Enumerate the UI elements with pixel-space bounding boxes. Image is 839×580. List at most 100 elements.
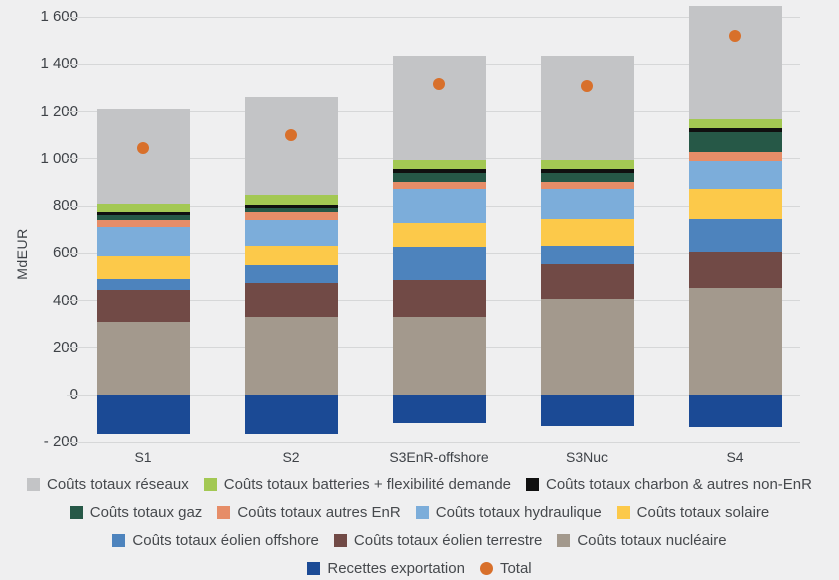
legend-swatch-icon (526, 477, 539, 491)
bar-segment-S3EnR-offshore (392, 169, 486, 173)
bar-segment-S1 (96, 203, 190, 212)
legend-swatch-icon (616, 505, 630, 519)
bar-segment-S4 (688, 287, 782, 395)
legend-label: Coûts totaux éolien terrestre (353, 531, 543, 549)
y-tick-label: 800 (52, 197, 78, 214)
y-tick-label: 400 (52, 291, 78, 309)
legend-row: Coûts totaux réseaux Coûts totaux batteri… (0, 470, 839, 498)
legend-item: Coûts totaux gaz (69, 503, 203, 521)
bar-segment-S4 (688, 218, 782, 253)
legend-label: Coûts totaux gaz (89, 503, 203, 521)
legend-label: Coûts totaux réseaux (47, 475, 189, 493)
legend-item: Coûts totaux solaire (616, 503, 770, 521)
legend-label: Coûts totaux éolien offshore (132, 531, 319, 549)
y-tick-label: 1 000 (40, 149, 78, 167)
bar-segment-S4 (688, 189, 782, 219)
bar-segment-S1 (96, 321, 190, 395)
y-tick-label: 600 (52, 244, 78, 262)
bar-segment-S2 (244, 211, 338, 221)
plot-area (67, 0, 800, 444)
bar-segment-S4 (688, 161, 782, 190)
bar-segment-S3EnR-offshore (392, 317, 486, 395)
x-tick-label-S4: S4 (726, 449, 744, 465)
y-tick-label: 1 400 (40, 55, 78, 73)
bar-segment-S1 (96, 279, 190, 290)
x-tick-label-S1: S1 (134, 449, 152, 465)
legend-swatch-icon (112, 533, 126, 547)
legend-swatch-icon (333, 533, 347, 547)
y-tick-label: 1 200 (40, 102, 78, 120)
legend-label: Coûts totaux solaire (636, 503, 770, 521)
legend-swatch-icon (27, 477, 40, 491)
gridline (67, 16, 800, 18)
y-tick-label: 1 600 (40, 8, 78, 25)
bar-segment-S1 (96, 255, 190, 280)
total-dot-S3EnR-offshore (433, 78, 445, 91)
legend-item: Coûts totaux charbon & autres non-EnR (526, 476, 812, 493)
bar-segment-S3Nuc (540, 169, 634, 173)
x-tick-label-S2: S2 (282, 449, 300, 465)
legend-row: Recettes exportation Total (0, 554, 839, 580)
chart-legend: Coûts totaux réseaux Coûts totaux batteri… (0, 470, 839, 580)
legend-swatch-icon (557, 533, 571, 547)
legend-item: Coûts totaux hydraulique (415, 504, 602, 521)
bar-segment-S1 (96, 227, 190, 256)
bar-segment-S1 (96, 395, 190, 434)
legend-label: Coûts totaux nucléaire (577, 531, 727, 549)
bar-segment-S2 (244, 204, 338, 209)
legend-swatch-icon (203, 477, 217, 491)
y-tick-label: 200 (52, 338, 78, 356)
bar-segment-S4 (688, 252, 782, 288)
gridline (67, 441, 800, 443)
bar-segment-S2 (244, 208, 338, 212)
bar-segment-S3EnR-offshore (392, 172, 486, 183)
bar-segment-S2 (244, 282, 338, 318)
bar-segment-S4 (688, 118, 782, 129)
legend-row: Coûts totaux éolien offshore Coûts totaux… (0, 526, 839, 554)
bar-segment-S1 (96, 211, 190, 216)
bar-segment-S2 (244, 317, 338, 395)
total-dot-S3Nuc (581, 79, 593, 92)
bar-segment-S2 (244, 265, 338, 283)
bar-segment-S3EnR-offshore (392, 189, 486, 223)
bar-segment-S2 (244, 395, 338, 434)
legend-item: Coûts totaux nucléaire (557, 531, 727, 549)
bar-segment-S3Nuc (540, 172, 634, 183)
bar-segment-S1 (96, 109, 190, 204)
y-tick-label: - 200 (43, 433, 78, 451)
legend-item: Coûts totaux batteries + flexibilité dem… (203, 476, 511, 493)
bar-segment-S4 (688, 395, 782, 427)
legend-swatch-icon (307, 561, 321, 575)
legend-label: Recettes exportation (327, 559, 465, 577)
legend-row: Coûts totaux gaz Coûts totaux autres EnR C… (0, 498, 839, 526)
total-dot-S4 (729, 29, 741, 42)
bar-segment-S1 (96, 215, 190, 221)
bar-segment-S3EnR-offshore (392, 182, 486, 190)
bar-segment-S4 (688, 151, 782, 162)
bar-segment-S2 (244, 220, 338, 247)
legend-item: Recettes exportation (307, 560, 465, 577)
bar-segment-S3Nuc (540, 395, 634, 426)
legend-swatch-icon (69, 505, 83, 519)
bar-segment-S3EnR-offshore (392, 159, 486, 170)
legend-item: Total (479, 560, 532, 577)
bar-segment-S2 (244, 97, 338, 196)
bar-segment-S4 (688, 6, 782, 119)
x-tick-label-S3EnR-offshore: S3EnR-offshore (389, 449, 489, 465)
legend-swatch-icon (479, 561, 493, 575)
bar-segment-S3EnR-offshore (392, 280, 486, 318)
x-tick-label-S3Nuc: S3Nuc (565, 449, 609, 465)
legend-label: Coûts totaux autres EnR (237, 503, 401, 521)
bar-segment-S3EnR-offshore (392, 247, 486, 281)
bar-segment-S4 (688, 128, 782, 132)
bar-segment-S4 (688, 131, 782, 152)
legend-item: Coûts totaux éolien offshore (112, 532, 319, 549)
bar-segment-S3Nuc (540, 218, 634, 247)
legend-item: Coûts totaux autres EnR (217, 503, 401, 521)
bar-segment-S3Nuc (540, 159, 634, 170)
bar-segment-S1 (96, 289, 190, 322)
total-dot-S1 (137, 142, 149, 155)
bar-segment-S3Nuc (540, 299, 634, 395)
legend-swatch-icon (217, 505, 231, 519)
